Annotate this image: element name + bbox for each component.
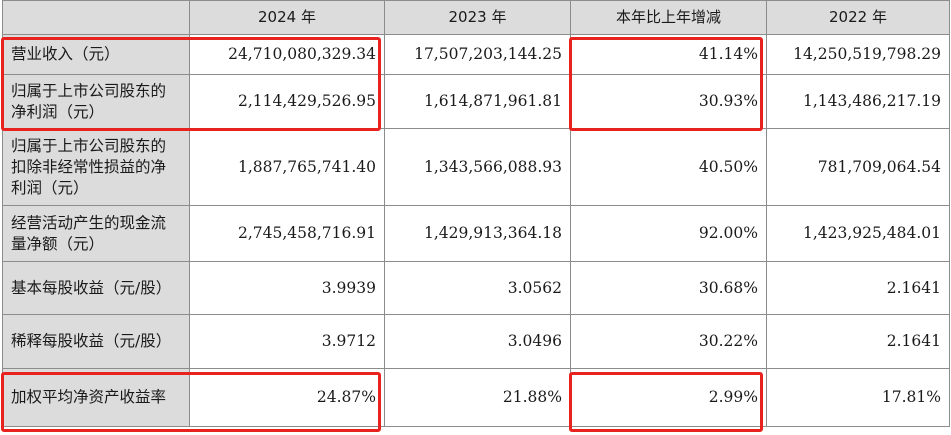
header-change: 本年比上年增减 [570,0,767,35]
value-change: 40.50% [570,128,767,206]
value-2023: 1,343,566,088.93 [384,128,571,206]
header-2022: 2022 年 [766,0,950,35]
value-2024: 2,114,429,526.95 [189,74,385,129]
value-2024: 3.9939 [189,261,385,315]
row-label: 稀释每股收益（元/股） [2,314,190,369]
row-label: 营业收入（元） [2,34,190,75]
value-2022: 2.1641 [766,261,950,315]
value-2022: 781,709,064.54 [766,128,950,206]
table-row: 营业收入（元） 24,710,080,329.34 17,507,203,144… [2,34,950,75]
header-2023: 2023 年 [384,0,571,35]
value-2022: 1,143,486,217.19 [766,74,950,129]
table-row: 归属于上市公司股东的扣除非经常性损益的净利润（元） 1,887,765,741.… [2,128,950,206]
value-2023: 3.0496 [384,314,571,369]
value-2023: 1,429,913,364.18 [384,205,571,262]
table-row: 经营活动产生的现金流量净额（元） 2,745,458,716.91 1,429,… [2,205,950,262]
value-2023: 21.88% [384,368,571,427]
row-label: 归属于上市公司股东的扣除非经常性损益的净利润（元） [2,128,190,206]
value-change: 92.00% [570,205,767,262]
value-change: 30.22% [570,314,767,369]
value-2022: 1,423,925,484.01 [766,205,950,262]
header-row: 2024 年 2023 年 本年比上年增减 2022 年 [2,0,950,35]
row-label: 基本每股收益（元/股） [2,261,190,315]
financial-summary-table: 2024 年 2023 年 本年比上年增减 2022 年 营业收入（元） 24,… [2,0,950,427]
value-2022: 2.1641 [766,314,950,369]
value-change: 30.68% [570,261,767,315]
value-2022: 17.81% [766,368,950,427]
table-row: 基本每股收益（元/股） 3.9939 3.0562 30.68% 2.1641 [2,261,950,315]
value-2024: 3.9712 [189,314,385,369]
table-row: 归属于上市公司股东的净利润（元） 2,114,429,526.95 1,614,… [2,74,950,129]
table-row: 加权平均净资产收益率 24.87% 21.88% 2.99% 17.81% [2,368,950,427]
value-2023: 1,614,871,961.81 [384,74,571,129]
header-2024: 2024 年 [189,0,385,35]
row-label: 经营活动产生的现金流量净额（元） [2,205,190,262]
table-row: 稀释每股收益（元/股） 3.9712 3.0496 30.22% 2.1641 [2,314,950,369]
value-change: 2.99% [570,368,767,427]
value-2023: 3.0562 [384,261,571,315]
row-label: 加权平均净资产收益率 [2,368,190,427]
value-change: 30.93% [570,74,767,129]
value-2024: 24.87% [189,368,385,427]
value-2022: 14,250,519,798.29 [766,34,950,75]
value-change: 41.14% [570,34,767,75]
header-corner [2,0,190,35]
value-2024: 2,745,458,716.91 [189,205,385,262]
value-2023: 17,507,203,144.25 [384,34,571,75]
row-label: 归属于上市公司股东的净利润（元） [2,74,190,129]
value-2024: 24,710,080,329.34 [189,34,385,75]
value-2024: 1,887,765,741.40 [189,128,385,206]
